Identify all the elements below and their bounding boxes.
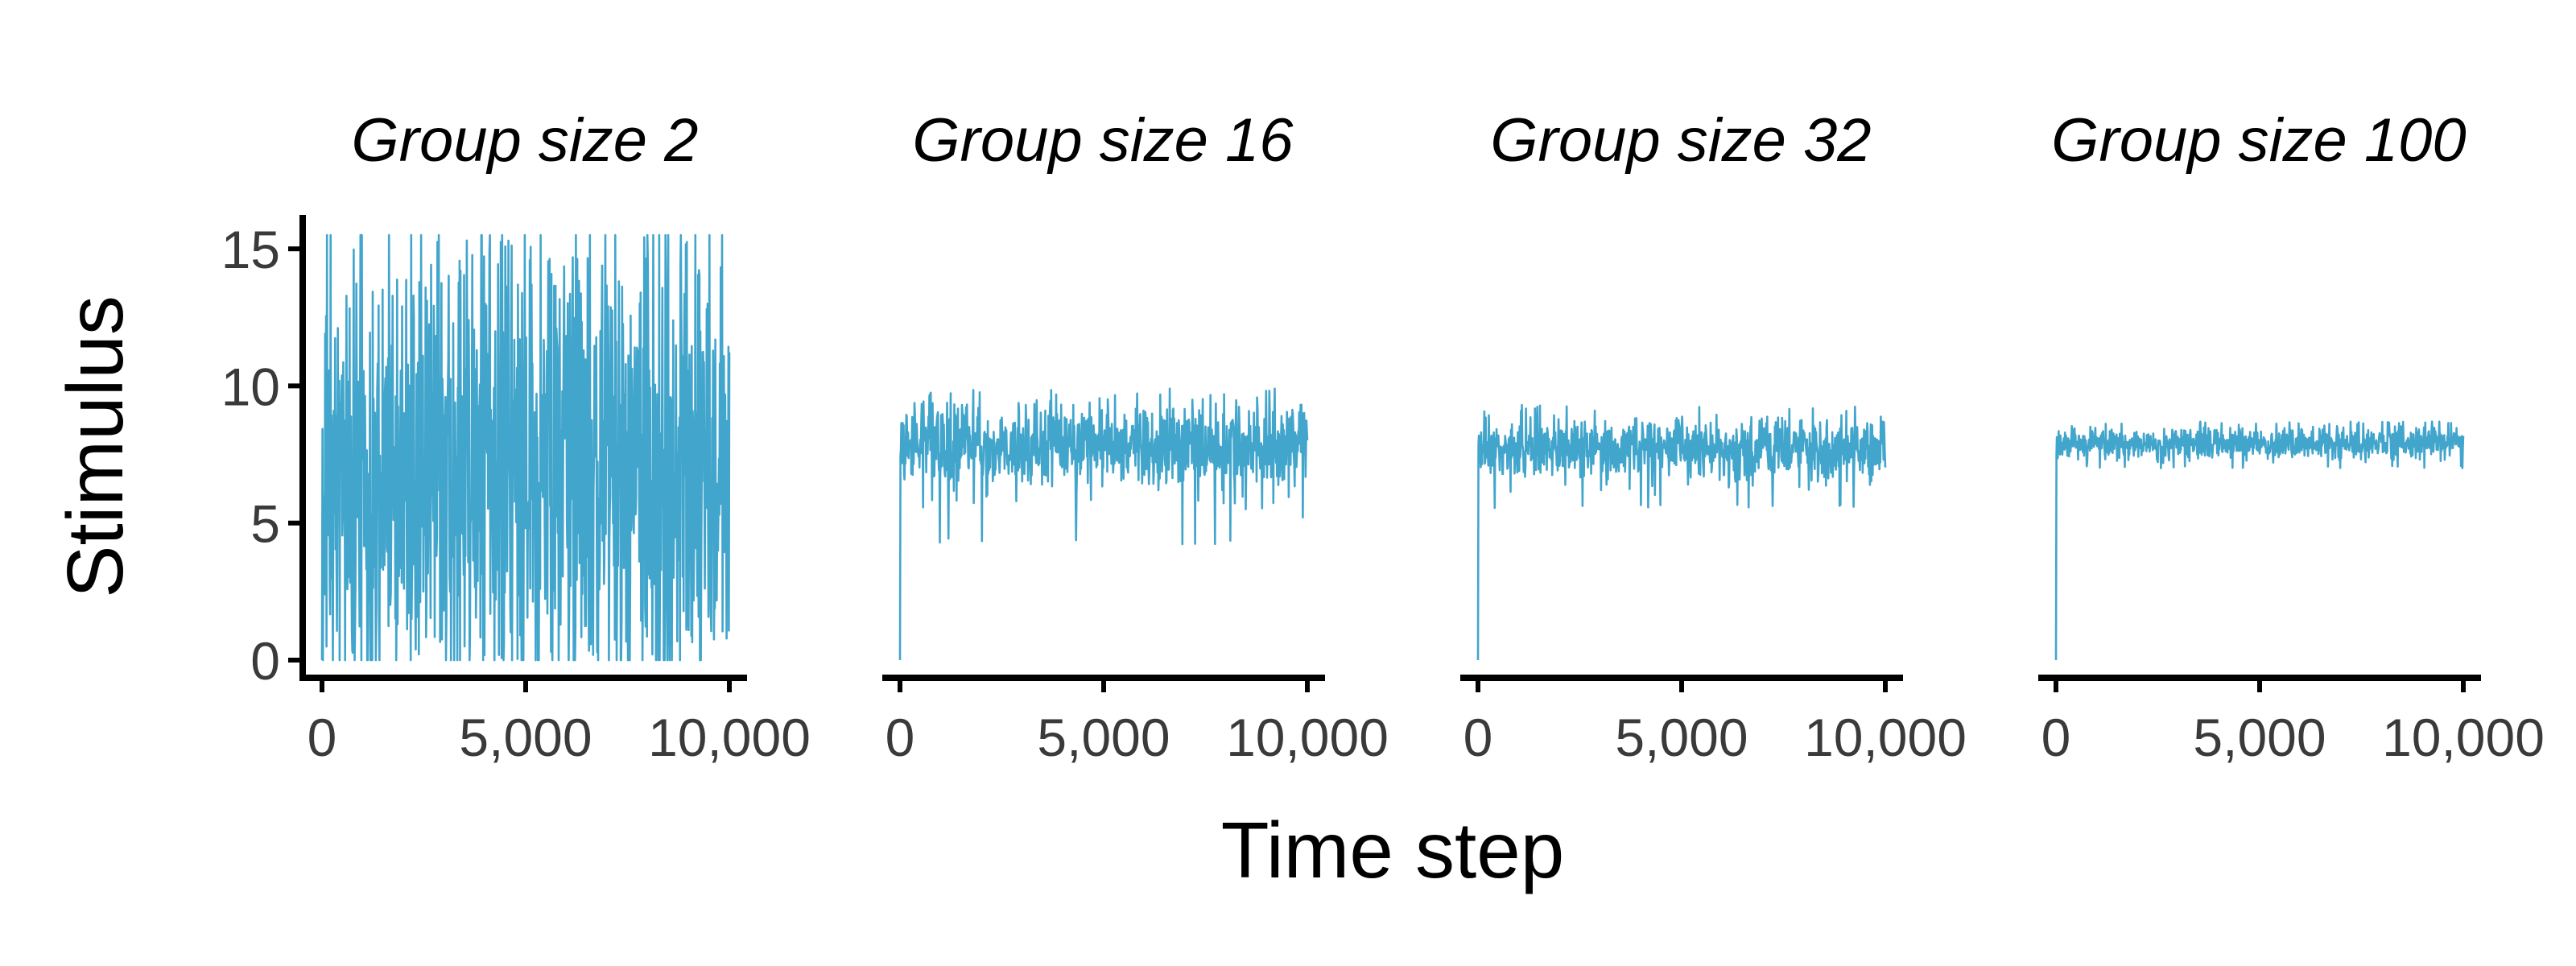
x-axis: 0 5,000 10,000 xyxy=(304,675,811,767)
x-tick-label: 0 xyxy=(1463,708,1493,767)
x-axis: 0 5,000 10,000 xyxy=(1460,675,1967,767)
panel-title: Group size 2 xyxy=(352,106,699,175)
y-tick-label: 0 xyxy=(250,631,280,691)
panel-title: Group size 100 xyxy=(2051,106,2466,175)
series-line xyxy=(1476,403,1887,661)
y-tick-label: 15 xyxy=(221,220,280,279)
panel-2: Group size 32 0 5,000 10,000 xyxy=(1460,106,1967,767)
panel-1: Group size 16 0 5,000 10,000 xyxy=(882,106,1389,767)
x-tick-label: 5,000 xyxy=(459,708,592,767)
series-line xyxy=(320,233,731,662)
x-axis: 0 5,000 10,000 xyxy=(2038,675,2545,767)
panel-0: Group size 2 0 5,000 10,000 xyxy=(304,106,811,767)
y-tick-label: 10 xyxy=(221,357,280,416)
panel-series-group xyxy=(1476,403,1887,661)
panel-series-group xyxy=(2054,420,2465,661)
x-tick-label: 5,000 xyxy=(2193,708,2326,767)
series-line xyxy=(898,387,1309,661)
series-line xyxy=(2054,420,2465,661)
panel-title: Group size 32 xyxy=(1490,106,1871,175)
x-tick-label: 10,000 xyxy=(2382,708,2545,767)
x-tick-label: 5,000 xyxy=(1037,708,1170,767)
x-tick-label: 10,000 xyxy=(1226,708,1389,767)
x-tick-label: 5,000 xyxy=(1615,708,1748,767)
x-tick-label: 0 xyxy=(886,708,915,767)
panel-title: Group size 16 xyxy=(912,106,1294,175)
x-tick-label: 0 xyxy=(2041,708,2071,767)
panel-series-group xyxy=(898,387,1309,661)
panel-3: Group size 100 0 5,000 10,000 xyxy=(2038,106,2545,767)
x-tick-label: 10,000 xyxy=(648,708,811,767)
y-axis-title: Stimulus xyxy=(51,295,139,598)
x-axis-title: Time step xyxy=(1221,806,1565,894)
x-tick-label: 0 xyxy=(308,708,337,767)
y-tick-label: 5 xyxy=(250,494,280,554)
panel-series-group xyxy=(320,233,731,662)
x-axis: 0 5,000 10,000 xyxy=(882,675,1389,767)
x-tick-label: 10,000 xyxy=(1804,708,1967,767)
y-axis: 0 5 10 15 xyxy=(221,215,306,691)
